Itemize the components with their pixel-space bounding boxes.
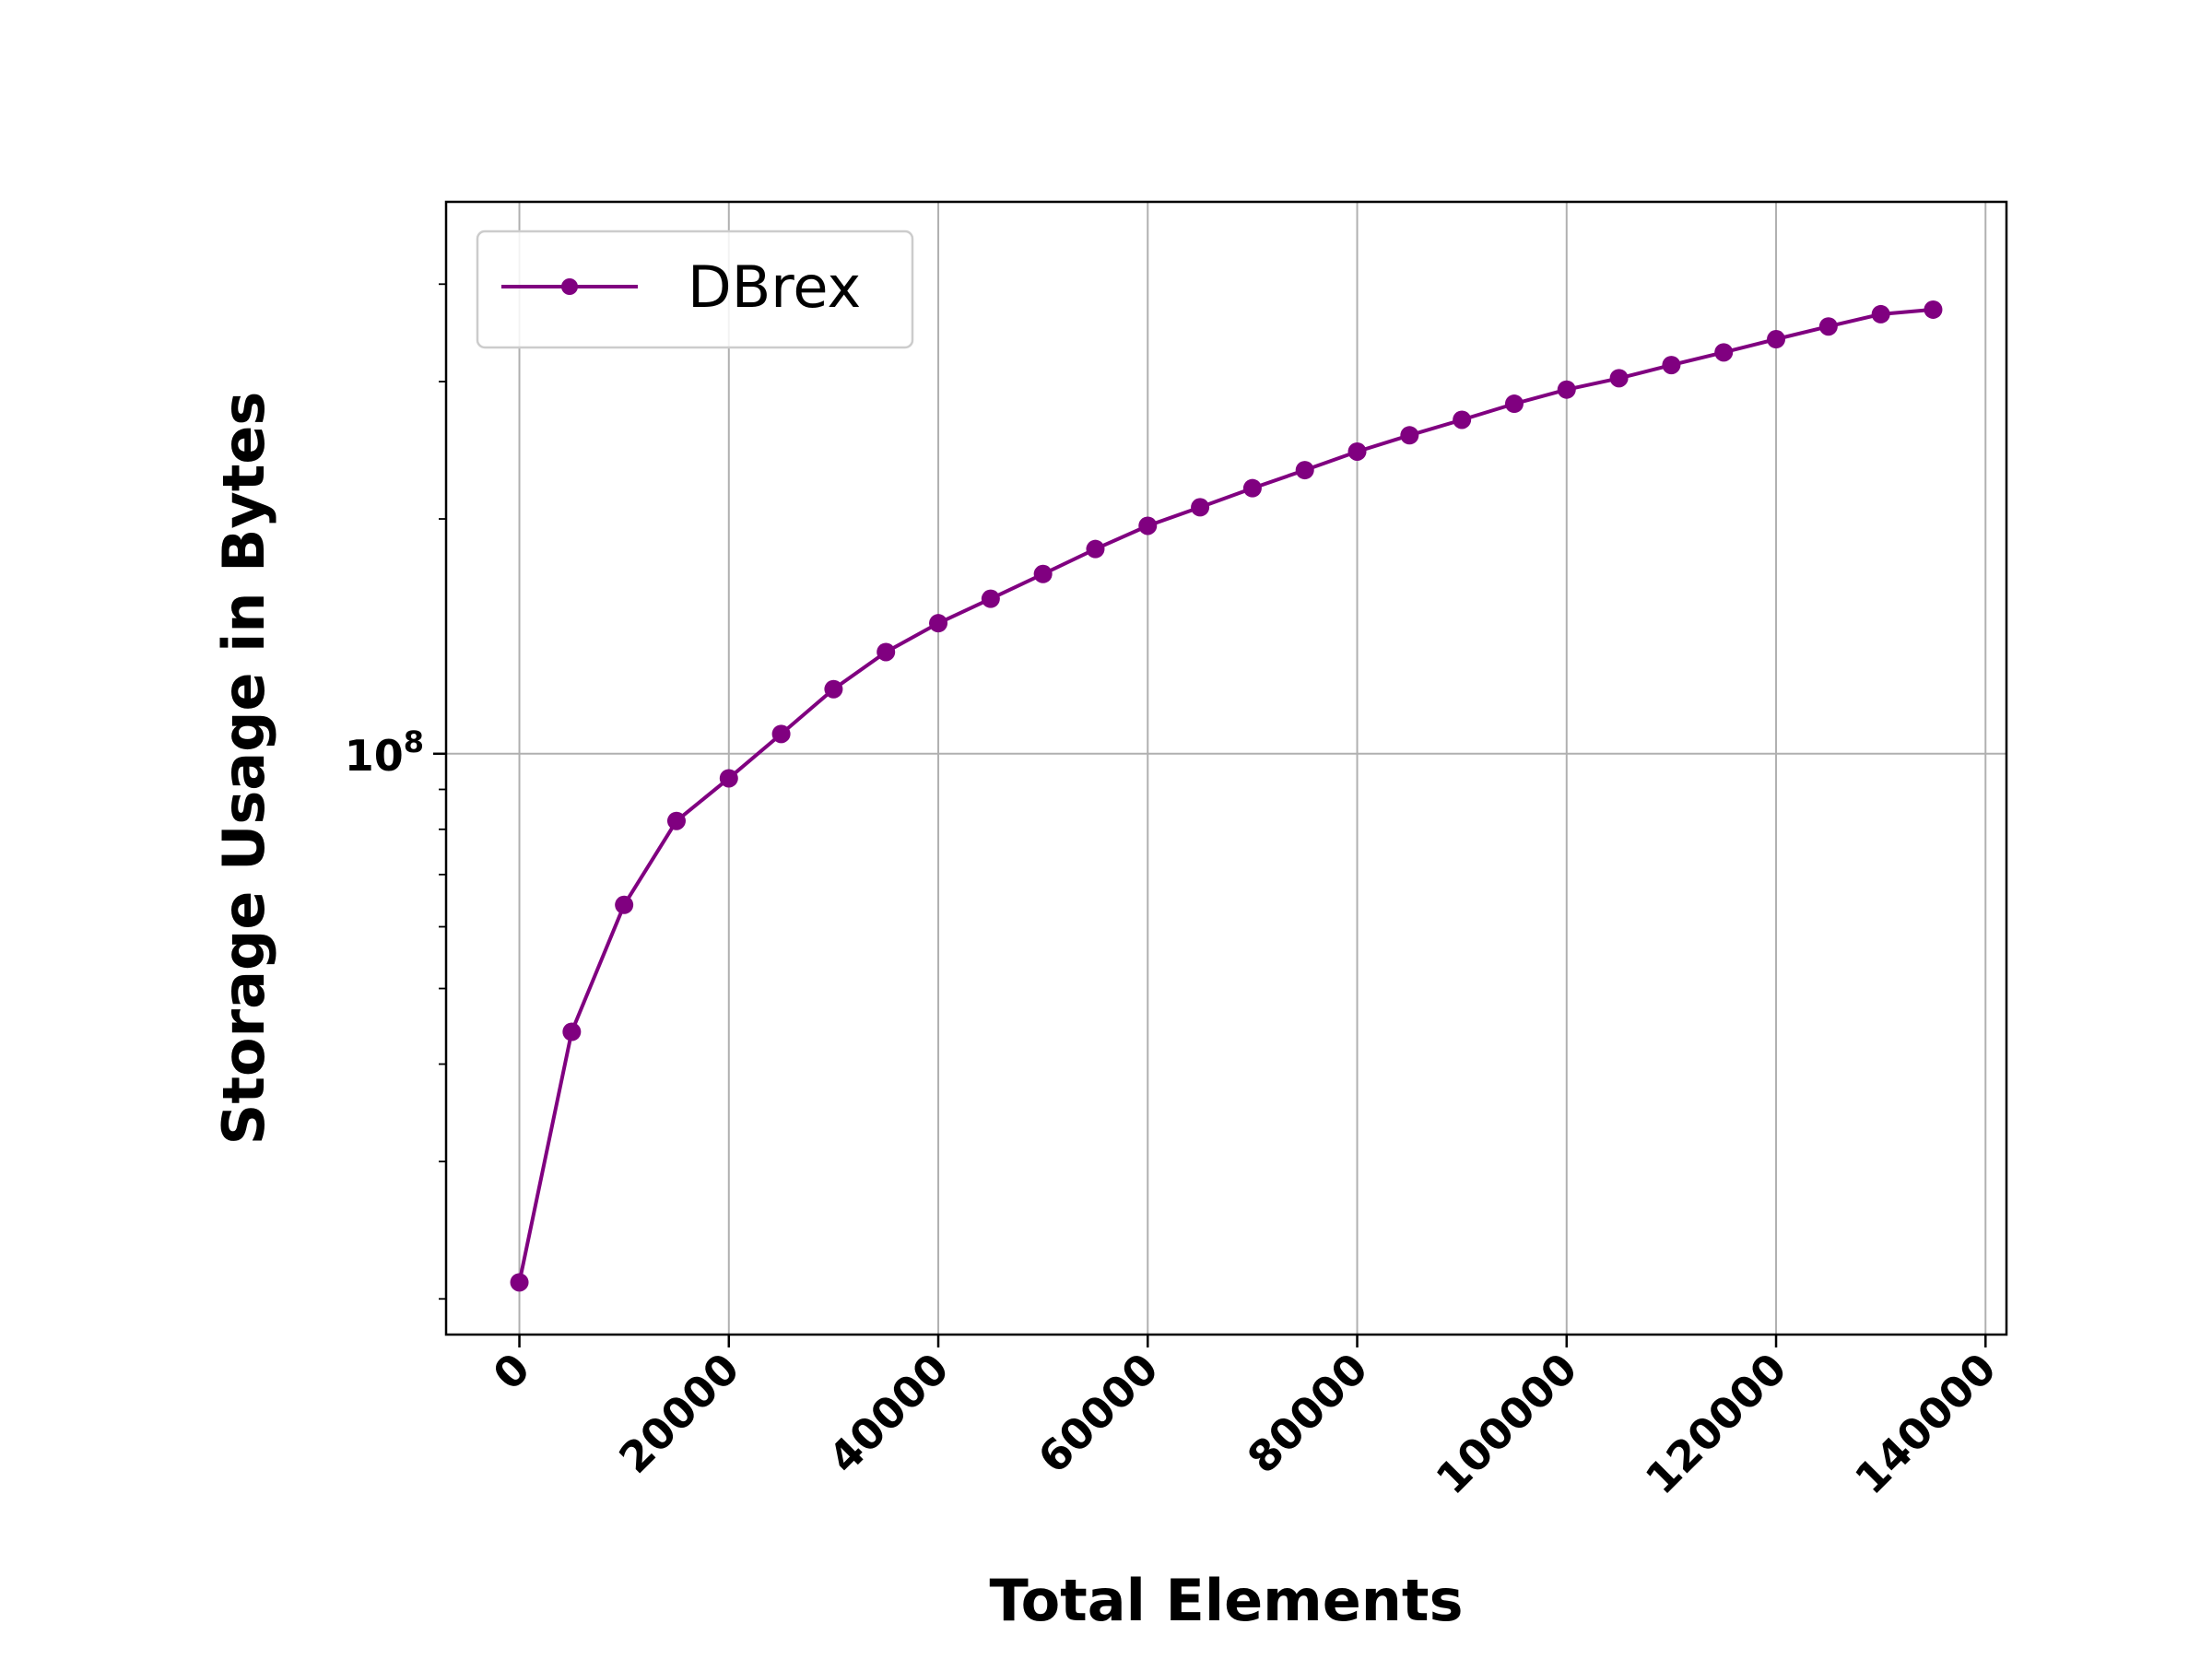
grid-layer: [446, 202, 2006, 1335]
y-axis-title: Storage Usage in Bytes: [210, 392, 277, 1146]
data-point: [1138, 516, 1158, 535]
data-point: [510, 1273, 529, 1292]
data-point: [1033, 564, 1053, 583]
x-tick-label: 60000: [1029, 1344, 1168, 1483]
x-tick-label: 40000: [818, 1344, 958, 1483]
data-point: [929, 614, 948, 633]
x-tick-label: 0: [483, 1344, 539, 1400]
data-point: [1924, 300, 1943, 319]
legend-box: [476, 229, 914, 349]
x-tick-label: 120000: [1636, 1344, 1796, 1504]
data-point: [1609, 369, 1629, 388]
x-tick-label: 140000: [1845, 1344, 2006, 1504]
x-tick-label: 80000: [1238, 1344, 1377, 1483]
x-axis-title: Total Elements: [990, 1567, 1464, 1634]
data-point: [771, 724, 791, 744]
data-point: [1453, 410, 1472, 429]
data-point: [1242, 478, 1262, 498]
data-point: [1347, 441, 1367, 461]
data-point: [824, 679, 843, 699]
data-point: [1767, 330, 1786, 349]
data-point: [877, 642, 896, 662]
x-tick-label: 100000: [1427, 1344, 1587, 1504]
x-tick-label: 20000: [609, 1344, 748, 1483]
plot-frame: [444, 200, 2008, 1336]
data-point: [1295, 461, 1314, 480]
data-point: [1871, 304, 1890, 324]
data-point: [1662, 356, 1681, 375]
data-point: [615, 895, 634, 914]
data-point: [1086, 539, 1105, 559]
legend-marker: [561, 278, 578, 295]
data-point: [1191, 498, 1210, 517]
series-line: [517, 307, 1934, 1283]
data-point: [1557, 380, 1576, 399]
legend-label: DBrex: [688, 253, 861, 321]
data-layer: [510, 300, 1943, 1292]
data-point: [1818, 317, 1838, 336]
data-point: [1504, 394, 1524, 414]
data-point: [666, 811, 686, 830]
y-tick-label: 108: [345, 724, 424, 781]
data-point: [562, 1022, 582, 1041]
data-point: [981, 589, 1000, 608]
data-point: [1714, 343, 1734, 362]
data-point: [719, 769, 738, 788]
data-point: [1400, 426, 1419, 445]
legend: DBrex: [476, 229, 914, 349]
tick-layer: 0 20000 40000 60000 80000 100000 120000 140000 1…: [345, 283, 2006, 1504]
